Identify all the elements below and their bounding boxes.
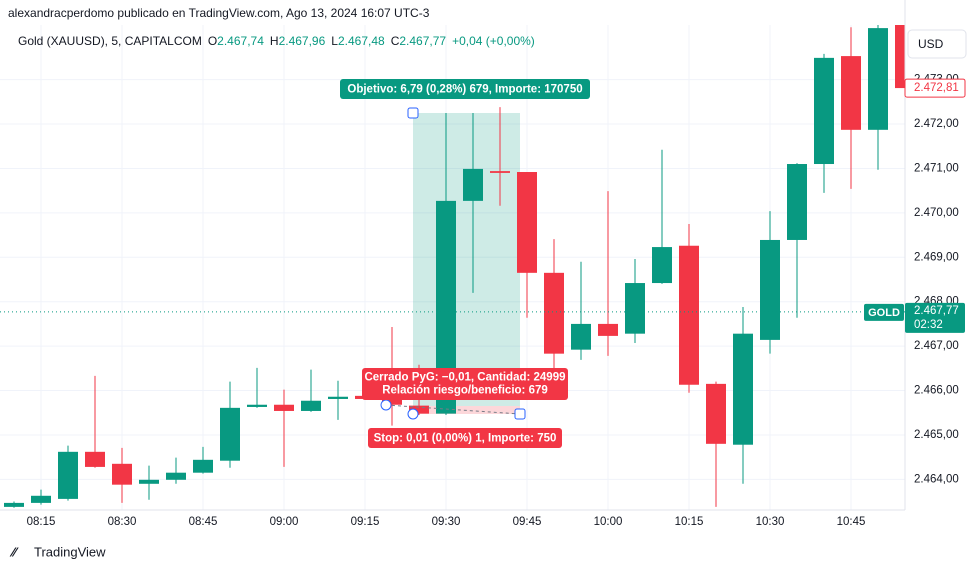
candle-body <box>517 172 537 273</box>
symbol: Gold (XAUUSD), 5, CAPITALCOM <box>18 34 202 48</box>
candle-body <box>598 323 618 336</box>
price-tag: 2.467,77 <box>914 305 959 317</box>
candle-body <box>85 451 105 467</box>
l: 2.467,48 <box>338 34 385 48</box>
candle-body <box>409 405 429 414</box>
candle-body <box>58 451 78 499</box>
candle-body <box>220 407 240 461</box>
handle[interactable] <box>407 107 419 119</box>
candle-body <box>31 495 51 503</box>
candle-body <box>679 245 699 385</box>
c-label: C <box>391 34 400 48</box>
x-tick-label: 09:30 <box>432 516 461 528</box>
candle-body <box>571 323 591 350</box>
x-tick-label: 08:45 <box>189 516 218 528</box>
x-tick-label: 09:15 <box>351 516 380 528</box>
y-tick-label: 2.472,00 <box>914 118 959 130</box>
candle-body <box>463 168 483 201</box>
change: +0,04 (+0,00%) <box>452 34 535 48</box>
logo: TradingView <box>34 544 106 559</box>
x-tick-label: 08:30 <box>108 516 137 528</box>
stop-label-bg <box>368 428 562 448</box>
candle-body <box>193 459 213 473</box>
x-tick-label: 10:00 <box>594 516 623 528</box>
x-tick-label: 10:15 <box>675 516 704 528</box>
price-axis: 2.464,002.465,002.466,002.467,002.468,00… <box>914 74 959 486</box>
attribution: alexandracperdomo publicado en TradingVi… <box>8 6 430 20</box>
last-price: 2.472,81 <box>914 82 959 94</box>
ratio-label: Relación riesgo/beneficio: 679 <box>382 385 548 397</box>
o: 2.467,74 <box>217 34 264 48</box>
handle[interactable] <box>380 399 392 411</box>
y-tick-label: 2.469,00 <box>914 251 959 263</box>
candle-body <box>706 383 726 444</box>
price-tag-bg <box>905 302 965 333</box>
l-label: L <box>331 34 338 48</box>
o-label: O <box>208 34 217 48</box>
candle-body <box>301 400 321 411</box>
countdown: 02:32 <box>914 319 943 331</box>
y-tick-label: 2.470,00 <box>914 207 959 219</box>
candle-body <box>382 397 402 405</box>
x-tick-label: 10:45 <box>837 516 866 528</box>
candle-body <box>139 479 159 484</box>
candle-body <box>112 463 132 485</box>
candle-body <box>814 57 834 165</box>
x-tick-label: 09:45 <box>513 516 542 528</box>
closed-label: Cerrado PyG: −0,01, Cantidad: 24999 <box>364 372 565 384</box>
legend: Gold (XAUUSD), 5, CAPITALCOM O2.467,74 H2.… <box>18 34 535 48</box>
x-tick-label: 10:30 <box>756 516 785 528</box>
symbol-tag-bg <box>864 303 904 321</box>
candle-body <box>733 333 753 445</box>
y-tick-label: 2.467,00 <box>914 340 959 352</box>
candle-body <box>787 164 807 240</box>
candle-body <box>490 171 510 173</box>
logo-mark: ⁄⁄ <box>9 544 19 559</box>
candle-body <box>841 56 861 130</box>
candle-body <box>328 396 348 399</box>
handle[interactable] <box>514 408 526 420</box>
candle-body <box>166 472 186 480</box>
candle-body <box>652 247 672 284</box>
target-zone <box>413 113 520 406</box>
y-tick-label: 2.465,00 <box>914 429 959 441</box>
candle-body <box>247 404 267 407</box>
currency-button[interactable] <box>907 29 967 59</box>
candle-body <box>274 404 294 411</box>
candle-body <box>895 25 905 89</box>
trade-line <box>385 404 521 415</box>
candle-body <box>868 28 888 130</box>
symbol-tag: GOLD <box>868 307 900 319</box>
last-price-bg <box>904 78 966 98</box>
y-tick-label: 2.464,00 <box>914 473 959 485</box>
h-label: H <box>270 34 279 48</box>
target-label-bg <box>340 79 590 99</box>
stop-label: Stop: 0,01 (0,00%) 1, Importe: 750 <box>374 433 557 445</box>
candle-body <box>544 272 564 354</box>
candles <box>4 25 905 508</box>
y-tick-label: 2.466,00 <box>914 385 959 397</box>
candle-body <box>625 283 645 334</box>
c: 2.467,77 <box>399 34 446 48</box>
y-tick-label: 2.471,00 <box>914 162 959 174</box>
x-tick-label: 08:15 <box>27 516 56 528</box>
candle-body <box>436 200 456 414</box>
h: 2.467,96 <box>279 34 326 48</box>
handle[interactable] <box>407 408 419 420</box>
target-label: Objetivo: 6,79 (0,28%) 679, Importe: 170… <box>347 84 582 96</box>
candle-body <box>760 239 780 340</box>
x-tick-label: 09:00 <box>270 516 299 528</box>
currency: USD <box>918 37 944 51</box>
closed-label-bg <box>362 368 568 400</box>
candle-body <box>4 502 24 507</box>
